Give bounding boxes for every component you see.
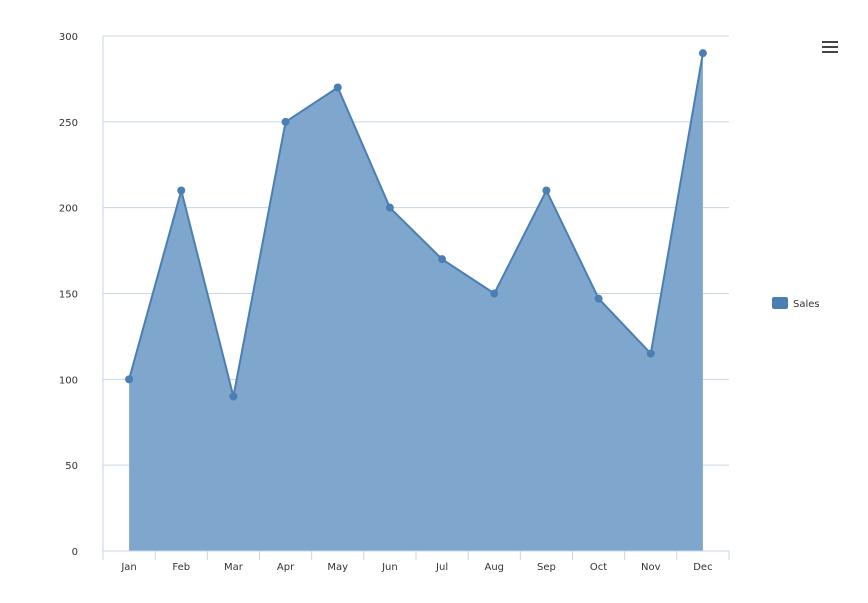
y-tick-label: 250 <box>59 118 78 129</box>
legend[interactable]: Sales <box>772 297 820 310</box>
data-point-jan[interactable] <box>125 375 134 384</box>
x-tick-label: May <box>327 562 348 573</box>
data-point-jun[interactable] <box>385 203 394 212</box>
x-tick-label: Feb <box>172 562 190 573</box>
x-tick-label: Sep <box>537 562 556 573</box>
y-tick-label: 300 <box>59 32 78 43</box>
y-tick-label: 150 <box>59 290 78 301</box>
y-axis: 0 50 100 150 200 250 300 <box>59 32 104 558</box>
data-point-apr[interactable] <box>281 117 290 126</box>
data-point-may[interactable] <box>333 83 342 92</box>
series-line-sales <box>128 53 704 397</box>
x-tick-label: Jun <box>381 562 398 573</box>
x-tick-label: Dec <box>693 562 712 573</box>
data-point-jul[interactable] <box>438 255 447 264</box>
y-tick-label: 200 <box>59 204 78 215</box>
data-point-oct[interactable] <box>594 294 603 303</box>
legend-swatch-sales[interactable] <box>772 297 788 309</box>
legend-label-sales[interactable]: Sales <box>793 299 820 310</box>
series-area-sales <box>129 53 703 551</box>
data-point-nov[interactable] <box>646 349 655 358</box>
x-tick-label: Mar <box>224 562 244 573</box>
x-tick-label: Aug <box>484 562 504 573</box>
x-tick-label: Oct <box>590 562 607 573</box>
y-tick-label: 0 <box>72 547 78 558</box>
data-point-dec[interactable] <box>698 49 707 58</box>
data-point-mar[interactable] <box>229 392 238 401</box>
y-tick-label: 50 <box>65 461 78 472</box>
x-tick-label: Jul <box>435 562 448 573</box>
data-points <box>125 49 707 401</box>
x-tick-label: Apr <box>277 562 295 573</box>
data-point-feb[interactable] <box>177 186 186 195</box>
x-tick-label: Jan <box>120 562 136 573</box>
x-axis: Jan Feb Mar Apr May Jun Jul Aug Sep Oct Nov Dec <box>102 550 730 573</box>
hamburger-menu-icon[interactable] <box>816 34 846 60</box>
data-point-aug[interactable] <box>490 289 499 298</box>
x-tick-label: Nov <box>641 562 661 573</box>
y-tick-label: 100 <box>59 375 78 386</box>
data-point-sep[interactable] <box>542 186 551 195</box>
